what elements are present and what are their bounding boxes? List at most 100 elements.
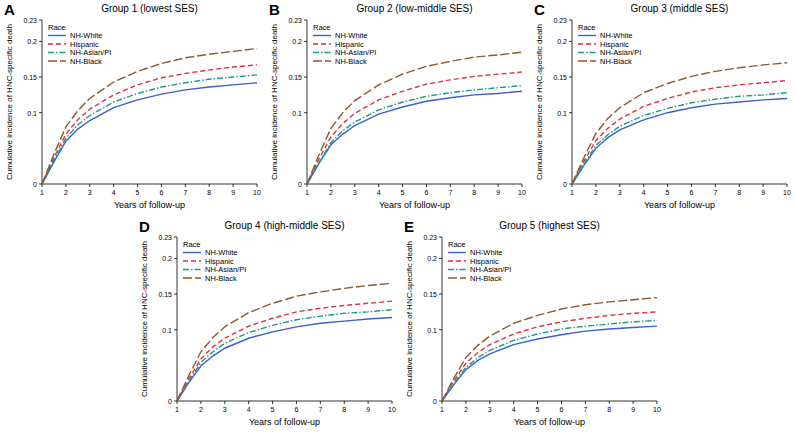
y-tick-label: 0.1 bbox=[292, 110, 302, 117]
x-tick-label: 10 bbox=[653, 406, 661, 413]
y-tick-label: 0 bbox=[33, 181, 37, 188]
x-tick-label: 6 bbox=[159, 189, 163, 196]
x-tick bbox=[450, 184, 451, 187]
x-tick-label: 6 bbox=[424, 189, 428, 196]
series-line bbox=[307, 72, 522, 184]
x-axis bbox=[572, 184, 787, 185]
panel-label: C bbox=[534, 1, 545, 18]
x-tick-label: 9 bbox=[231, 189, 235, 196]
y-axis bbox=[177, 237, 178, 401]
y-axis bbox=[307, 20, 308, 184]
x-axis bbox=[442, 401, 657, 402]
y-tick bbox=[439, 294, 442, 295]
y-tick-label: 0.2 bbox=[292, 38, 302, 45]
panel: CGroup 3 (middle SES)00.10.150.20.231234… bbox=[534, 1, 791, 210]
y-axis bbox=[572, 20, 573, 184]
x-tick bbox=[561, 401, 562, 404]
legend-swatch bbox=[183, 260, 201, 261]
x-tick bbox=[378, 184, 379, 187]
y-tick-label: 0 bbox=[168, 398, 172, 405]
x-tick bbox=[257, 184, 258, 187]
y-tick bbox=[39, 77, 42, 78]
y-tick bbox=[439, 237, 442, 238]
y-tick-label: 0.15 bbox=[158, 291, 172, 298]
x-tick-label: 2 bbox=[64, 189, 68, 196]
y-tick bbox=[304, 112, 307, 113]
y-tick bbox=[174, 401, 177, 402]
x-tick bbox=[89, 184, 90, 187]
legend-label: NH-Black bbox=[335, 57, 367, 66]
x-tick-label: 10 bbox=[518, 189, 526, 196]
x-axis-label: Years of follow-up bbox=[114, 200, 185, 210]
x-axis-label: Years of follow-up bbox=[644, 200, 715, 210]
x-tick-label: 5 bbox=[666, 189, 670, 196]
y-tick bbox=[304, 41, 307, 42]
x-tick-label: 3 bbox=[618, 189, 622, 196]
panel-label: D bbox=[139, 218, 150, 235]
series-line bbox=[572, 81, 787, 184]
legend-swatch bbox=[313, 52, 331, 53]
x-tick-label: 8 bbox=[472, 189, 476, 196]
legend-swatch bbox=[578, 43, 596, 44]
x-tick-label: 1 bbox=[305, 189, 309, 196]
x-tick bbox=[474, 184, 475, 187]
x-tick bbox=[330, 184, 331, 187]
x-tick bbox=[296, 401, 297, 404]
panel: AGroup 1 (lowest SES)00.10.150.20.231234… bbox=[4, 1, 261, 210]
x-tick-label: 3 bbox=[223, 406, 227, 413]
y-tick bbox=[439, 401, 442, 402]
y-tick-label: 0.23 bbox=[288, 17, 302, 24]
x-tick-label: 7 bbox=[448, 189, 452, 196]
x-tick bbox=[643, 184, 644, 187]
y-tick-label: 0.23 bbox=[23, 17, 37, 24]
x-tick-label: 4 bbox=[642, 189, 646, 196]
plot-area bbox=[442, 298, 657, 401]
legend-label: NH-Black bbox=[600, 57, 632, 66]
x-tick-label: 2 bbox=[329, 189, 333, 196]
legend-swatch bbox=[448, 252, 466, 253]
legend-label: NH-Black bbox=[470, 274, 502, 283]
x-tick-label: 5 bbox=[271, 406, 275, 413]
legend-swatch bbox=[183, 277, 201, 278]
y-tick bbox=[569, 77, 572, 78]
y-axis bbox=[42, 20, 43, 184]
y-axis-label: Cumulative incidence of HNC-specific dea… bbox=[270, 24, 279, 180]
series-line bbox=[177, 301, 392, 401]
x-tick bbox=[272, 401, 273, 404]
x-tick-label: 7 bbox=[183, 189, 187, 196]
x-tick-label: 5 bbox=[401, 189, 405, 196]
legend-title: Race bbox=[448, 240, 466, 249]
x-tick bbox=[224, 401, 225, 404]
x-tick bbox=[465, 401, 466, 404]
series-line bbox=[307, 52, 522, 184]
y-tick bbox=[174, 294, 177, 295]
y-tick-label: 0.2 bbox=[427, 255, 437, 262]
y-tick bbox=[439, 329, 442, 330]
x-tick-label: 5 bbox=[536, 406, 540, 413]
x-tick-label: 4 bbox=[377, 189, 381, 196]
panel-label: E bbox=[404, 218, 414, 235]
series-line bbox=[42, 83, 257, 184]
panel-title: Group 2 (low-middle SES) bbox=[356, 3, 472, 14]
x-tick-label: 1 bbox=[40, 189, 44, 196]
y-axis-label: Cumulative incidence of HNC-specific dea… bbox=[405, 241, 414, 397]
x-tick bbox=[344, 401, 345, 404]
x-tick bbox=[585, 401, 586, 404]
x-tick-label: 1 bbox=[440, 406, 444, 413]
x-axis-label: Years of follow-up bbox=[514, 417, 585, 427]
x-tick bbox=[177, 401, 178, 404]
panel-label: A bbox=[4, 1, 15, 18]
legend-swatch bbox=[48, 35, 66, 36]
x-tick-label: 8 bbox=[607, 406, 611, 413]
y-axis-label: Cumulative incidence of HNC-specific dea… bbox=[140, 241, 149, 397]
y-tick bbox=[569, 112, 572, 113]
x-tick bbox=[354, 184, 355, 187]
x-tick-label: 5 bbox=[136, 189, 140, 196]
x-tick-label: 3 bbox=[88, 189, 92, 196]
y-tick bbox=[39, 41, 42, 42]
x-axis bbox=[307, 184, 522, 185]
legend-swatch bbox=[183, 269, 201, 270]
series-line bbox=[42, 65, 257, 184]
y-tick-label: 0.23 bbox=[423, 234, 437, 241]
legend-label: NH-Black bbox=[205, 274, 237, 283]
